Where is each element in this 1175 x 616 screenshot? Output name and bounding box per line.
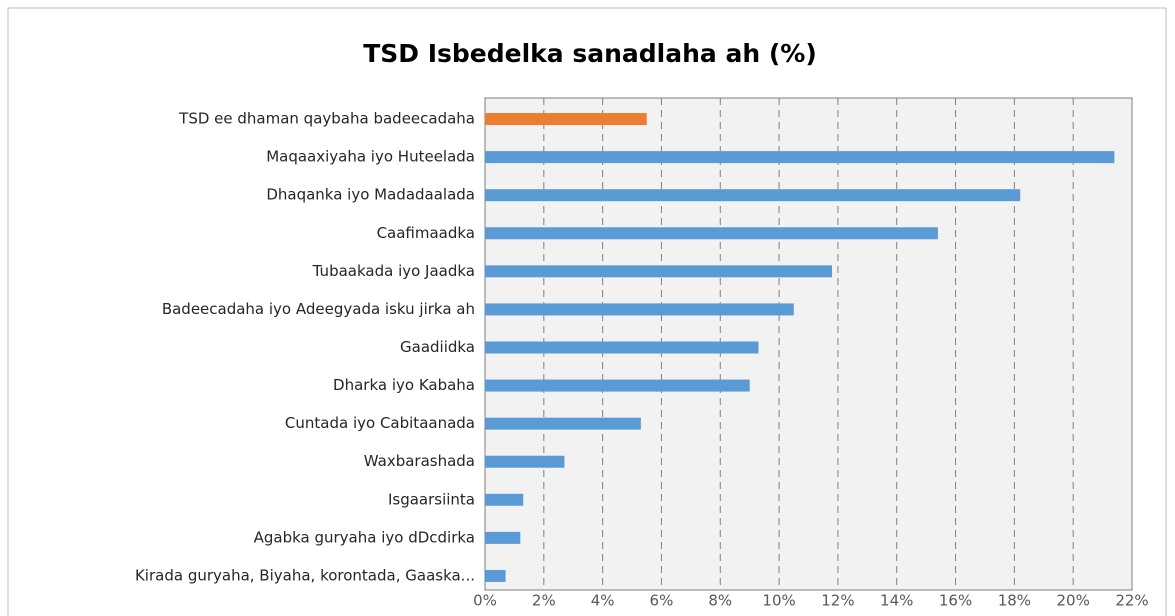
y-tick-label: Tubaakada iyo Jaadka bbox=[312, 262, 475, 280]
y-tick-label: Isgaarsiinta bbox=[388, 490, 475, 508]
bar bbox=[485, 417, 641, 430]
y-tick-label: Agabka guryaha iyo dDcdirka bbox=[254, 528, 475, 546]
x-tick-label: 6% bbox=[650, 592, 674, 610]
y-tick-label: Cuntada iyo Cabitaanada bbox=[285, 414, 475, 432]
y-tick-label: Caafimaadka bbox=[377, 224, 475, 242]
bar bbox=[485, 379, 750, 392]
bar bbox=[485, 493, 524, 506]
bar bbox=[485, 227, 938, 240]
x-tick-label: 10% bbox=[762, 592, 795, 610]
bar bbox=[485, 531, 521, 544]
x-tick-label: 8% bbox=[708, 592, 732, 610]
y-tick-label: Waxbarashada bbox=[364, 452, 475, 470]
bar bbox=[485, 303, 794, 316]
x-tick-label: 20% bbox=[1057, 592, 1090, 610]
y-tick-label: Gaadiidka bbox=[400, 338, 475, 356]
x-tick-label: 16% bbox=[939, 592, 972, 610]
y-tick-label: Kirada guryaha, Biyaha, korontada, Gaask… bbox=[135, 566, 475, 584]
x-tick-label: 4% bbox=[591, 592, 615, 610]
y-tick-label: Dharka iyo Kabaha bbox=[333, 376, 475, 394]
y-tick-label: Badeecadaha iyo Adeegyada isku jirka ah bbox=[162, 300, 475, 318]
bar bbox=[485, 455, 565, 468]
x-tick-label: 12% bbox=[821, 592, 854, 610]
x-tick-label: 0% bbox=[473, 592, 497, 610]
y-tick-label: TSD ee dhaman qaybaha badeecadaha bbox=[178, 110, 475, 128]
bar bbox=[485, 151, 1115, 164]
y-tick-label: Maqaaxiyaha iyo Huteelada bbox=[266, 148, 475, 166]
bar bbox=[485, 341, 759, 354]
x-tick-label: 2% bbox=[532, 592, 556, 610]
chart-title: TSD Isbedelka sanadlaha ah (%) bbox=[363, 39, 817, 68]
bar bbox=[485, 569, 506, 582]
x-tick-label: 18% bbox=[998, 592, 1031, 610]
x-tick-label: 14% bbox=[880, 592, 913, 610]
bar bbox=[485, 265, 833, 278]
bar bbox=[485, 113, 647, 126]
x-tick-label: 22% bbox=[1115, 592, 1148, 610]
bar bbox=[485, 189, 1021, 202]
y-tick-label: Dhaqanka iyo Madadaalada bbox=[266, 186, 475, 204]
